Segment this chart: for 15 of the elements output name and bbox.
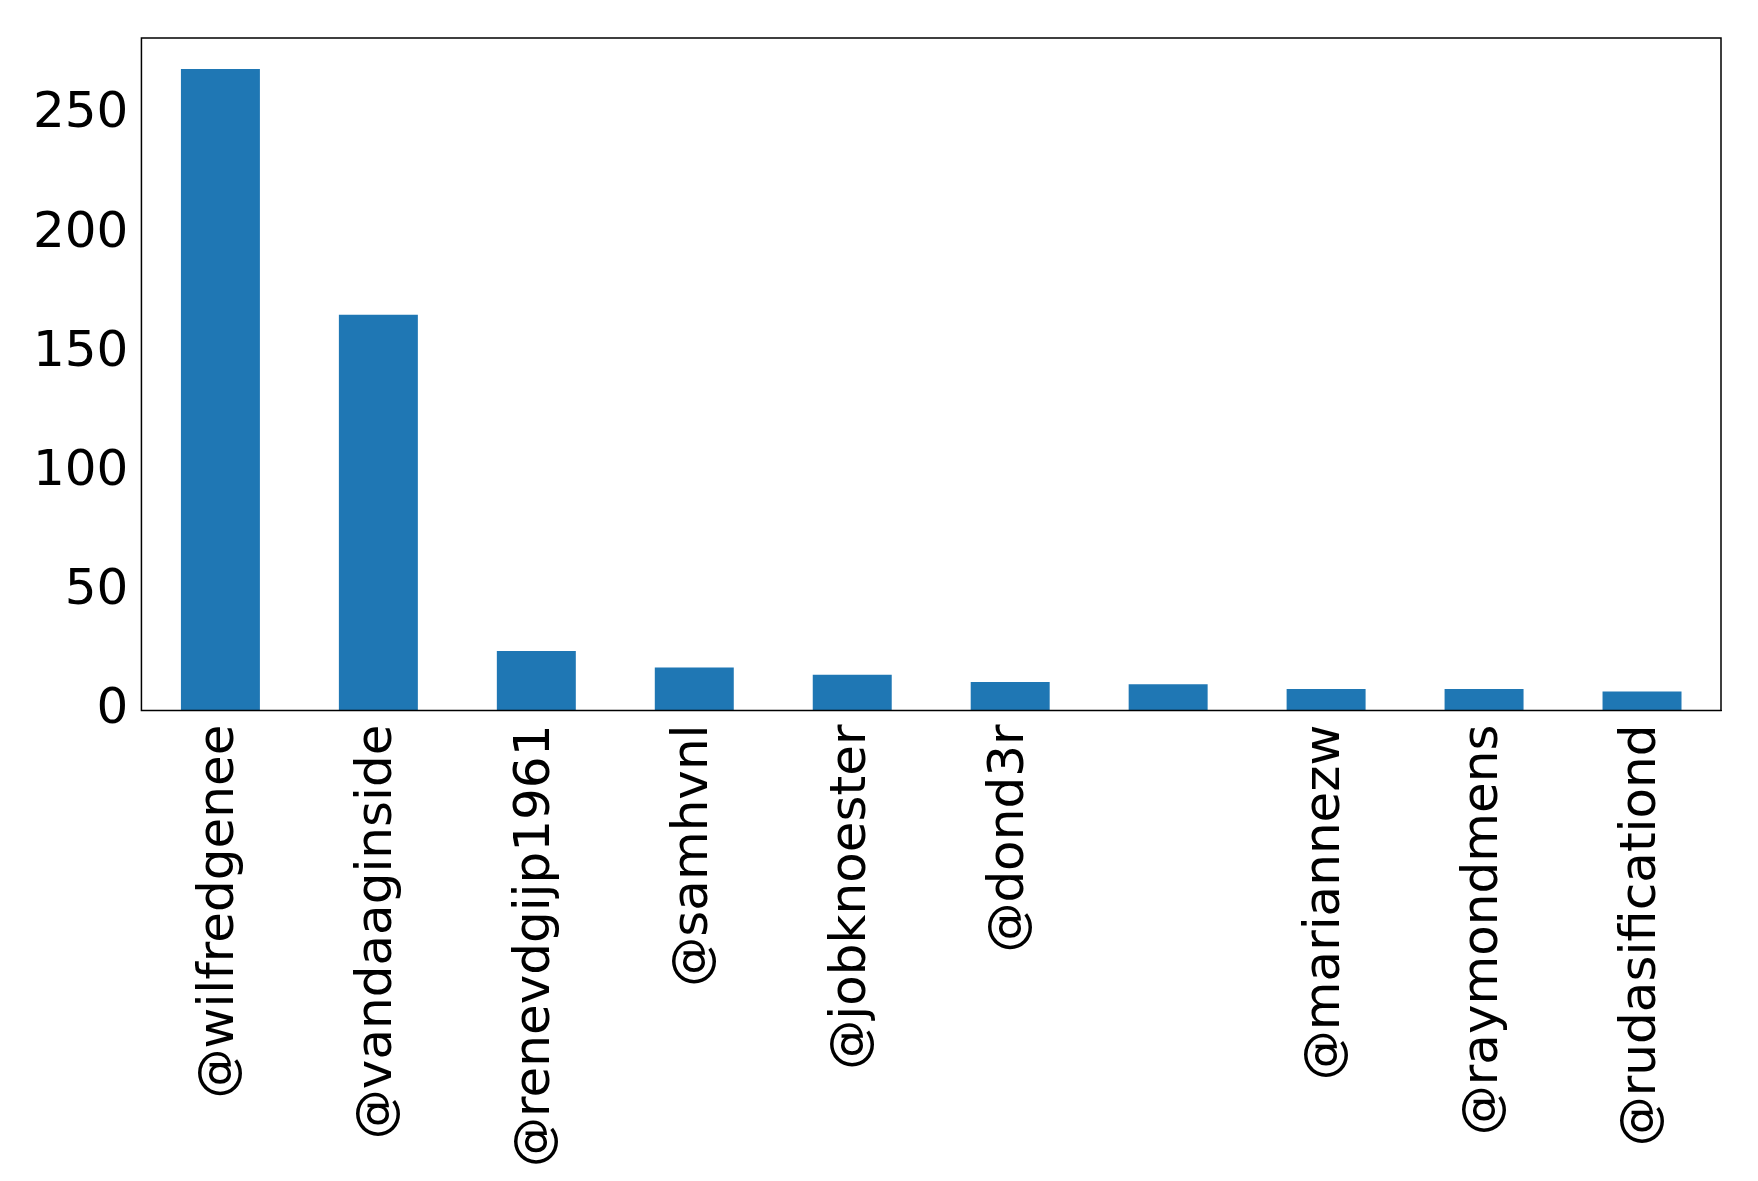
y-tick-label: 250	[33, 81, 129, 140]
x-tick-label: @vandaaginside	[345, 724, 404, 1140]
x-tick-label: @dond3r	[977, 724, 1036, 953]
x-tick-label: @renevdgijp1961	[503, 724, 562, 1168]
x-tick-label: @wilfredgenee	[187, 724, 246, 1099]
y-tick-label: 100	[33, 439, 129, 498]
y-tick-label: 150	[33, 319, 129, 378]
y-tick-label: 200	[33, 200, 129, 259]
x-tick-label: @mariannezw	[1293, 724, 1352, 1081]
x-tick-label: @raymondmens	[1451, 724, 1510, 1136]
x-tick-label: @jobknoester	[819, 724, 878, 1070]
x-tick-label: @samhvnl	[661, 724, 720, 987]
y-tick-label: 50	[64, 558, 129, 617]
y-tick-label: 0	[96, 677, 129, 736]
x-tick-label: @rudasificationd	[1609, 724, 1668, 1147]
